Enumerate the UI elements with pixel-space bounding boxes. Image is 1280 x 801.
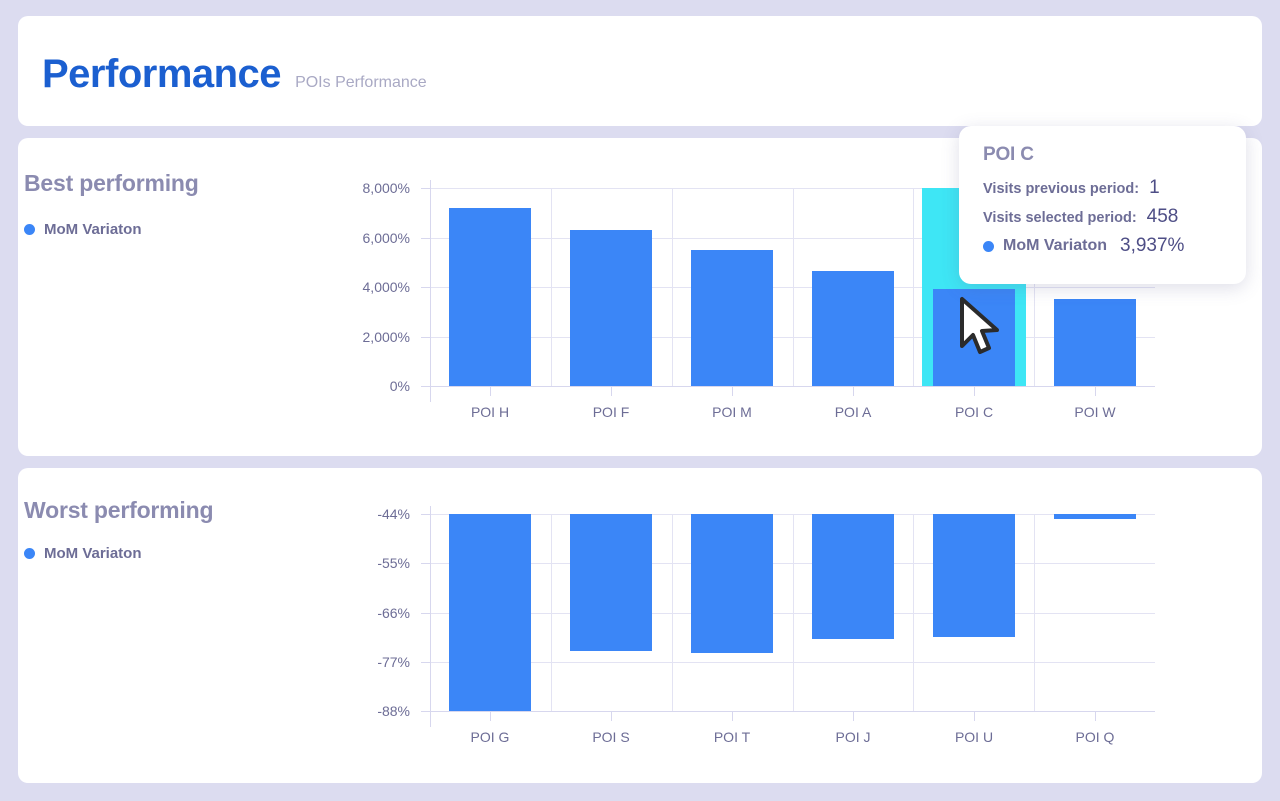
tooltip-row-value: 458 (1146, 206, 1179, 227)
tooltip-title: POI C (983, 144, 1034, 165)
tooltip-legend-row: MoM Variaton 3,937% (983, 235, 1224, 257)
tooltip-row-value: 1 (1149, 177, 1160, 198)
tooltip-row: Visits previous period: 1 (983, 177, 1224, 199)
tooltip-row: Visits selected period: 458 (983, 206, 1224, 228)
tooltip-row-key: Visits selected period: (983, 210, 1137, 226)
legend-label: MoM Variaton (44, 221, 142, 238)
legend-label: MoM Variaton (44, 545, 142, 562)
page-subtitle: POIs Performance (295, 74, 427, 91)
tooltip-legend-value: 3,937% (1120, 235, 1185, 256)
tooltip-legend-label: MoM Variaton (1003, 237, 1108, 254)
worst-performing-title: Worst performing (24, 497, 214, 523)
series-dot-icon (24, 548, 35, 559)
best-performing-legend: MoM Variaton (24, 221, 142, 238)
series-dot-icon (983, 240, 994, 252)
worst-performing-legend: MoM Variaton (24, 545, 142, 562)
series-dot-icon (24, 224, 35, 235)
tooltip-row-key: Visits previous period: (983, 181, 1140, 197)
page-title-group: Performance POIs Performance (42, 52, 427, 97)
mouse-pointer-arrow-icon (960, 297, 999, 354)
header-card: Performance POIs Performance (18, 16, 1262, 126)
best-performing-title: Best performing (24, 170, 199, 196)
page-title: Performance (42, 52, 282, 96)
chart-tooltip: POI C Visits previous period: 1 Visits s… (959, 126, 1246, 284)
